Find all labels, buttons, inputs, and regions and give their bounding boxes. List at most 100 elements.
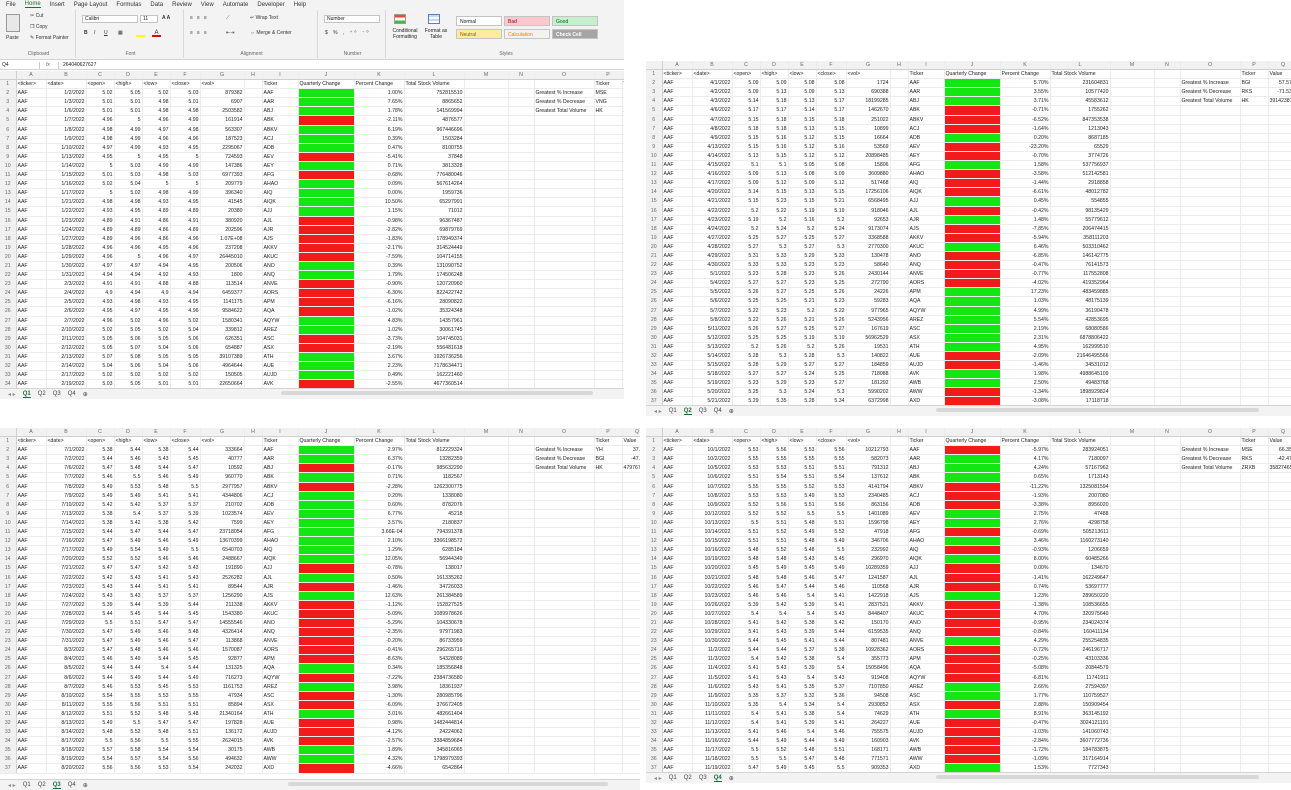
total-volume-cell[interactable]: 56944349: [404, 554, 465, 565]
empty-cell[interactable]: [622, 370, 624, 381]
empty-cell[interactable]: [1240, 224, 1269, 234]
date-cell[interactable]: 7/27/2022: [46, 600, 87, 610]
ticker-cell[interactable]: AAF: [16, 736, 47, 747]
empty-cell[interactable]: [622, 279, 624, 290]
price-cell[interactable]: 690388: [846, 87, 891, 98]
row-header[interactable]: 27: [0, 316, 17, 326]
total-volume-cell[interactable]: 1089978626: [404, 609, 465, 619]
price-cell[interactable]: 4.96: [170, 243, 201, 253]
ticker-cell[interactable]: AAF: [16, 654, 47, 665]
empty-cell[interactable]: [1154, 251, 1181, 262]
summary-ticker-cell[interactable]: AREZ: [908, 315, 945, 325]
price-cell[interactable]: 5.19: [732, 215, 761, 225]
price-cell[interactable]: 5.03: [114, 170, 143, 181]
empty-cell[interactable]: [508, 361, 535, 372]
total-volume-cell[interactable]: 3607772736: [1050, 736, 1111, 747]
empty-cell[interactable]: [1268, 278, 1291, 289]
empty-cell[interactable]: [1268, 527, 1291, 538]
menu-view[interactable]: View: [200, 1, 214, 8]
percent-change-cell[interactable]: -2.57%: [354, 736, 405, 747]
price-cell[interactable]: 5.54: [816, 472, 847, 483]
empty-cell[interactable]: [464, 618, 509, 629]
header-cell[interactable]: <open>: [732, 436, 761, 447]
price-cell[interactable]: 5.04: [170, 325, 201, 335]
price-cell[interactable]: 5.1: [760, 160, 789, 171]
empty-cell[interactable]: [244, 518, 263, 529]
date-cell[interactable]: 10/20/2022: [692, 563, 733, 574]
price-cell[interactable]: 5.22: [732, 306, 761, 316]
ticker-cell[interactable]: AAF: [662, 296, 693, 307]
quarterly-change-cell[interactable]: 0.05: [944, 133, 1001, 143]
total-volume-cell[interactable]: 503310462: [1050, 242, 1111, 252]
price-cell[interactable]: 5.45: [114, 609, 143, 619]
price-cell[interactable]: 654887: [200, 343, 245, 353]
empty-cell[interactable]: [508, 509, 535, 519]
percent-change-cell[interactable]: -1.46%: [354, 582, 405, 592]
empty-cell[interactable]: [1180, 563, 1241, 574]
empty-cell[interactable]: [1268, 736, 1291, 747]
empty-cell[interactable]: [1240, 196, 1269, 207]
price-cell[interactable]: 5.44: [142, 673, 171, 683]
empty-cell[interactable]: [244, 736, 263, 747]
empty-cell[interactable]: [508, 463, 535, 474]
empty-cell[interactable]: [890, 754, 909, 765]
price-cell[interactable]: 5.41: [170, 491, 201, 501]
ticker-cell[interactable]: AAF: [16, 297, 47, 308]
price-cell[interactable]: 5.28: [732, 360, 761, 371]
price-cell[interactable]: 5.02: [86, 179, 115, 190]
empty-cell[interactable]: [534, 718, 595, 729]
empty-cell[interactable]: [464, 472, 509, 483]
percent-change-cell[interactable]: 1.00%: [354, 88, 405, 99]
price-cell[interactable]: 4.99: [114, 143, 143, 153]
column-header-k[interactable]: K: [1000, 428, 1051, 438]
empty-cell[interactable]: [1240, 700, 1269, 710]
date-cell[interactable]: 7/29/2022: [46, 618, 87, 629]
empty-cell[interactable]: [1110, 178, 1155, 189]
total-volume-cell[interactable]: 556481618: [404, 343, 465, 353]
empty-cell[interactable]: [244, 106, 263, 117]
total-volume-cell[interactable]: 231604831: [1050, 78, 1111, 89]
price-cell[interactable]: 5.55: [170, 691, 201, 701]
empty-cell[interactable]: [464, 745, 509, 756]
price-cell[interactable]: 8448407: [846, 609, 891, 619]
percent-change-cell[interactable]: -0.70%: [1000, 151, 1051, 162]
price-cell[interactable]: 4.93: [170, 270, 201, 281]
price-cell[interactable]: 5.02: [86, 370, 115, 381]
price-cell[interactable]: 4.98: [142, 106, 171, 117]
date-cell[interactable]: 5/1/2022: [692, 269, 733, 280]
date-cell[interactable]: 8/5/2022: [46, 663, 87, 674]
price-cell[interactable]: 5.43: [142, 454, 171, 465]
empty-cell[interactable]: [508, 545, 535, 556]
summary-ticker-cell[interactable]: AJS: [908, 591, 945, 601]
price-cell[interactable]: 5.2: [788, 342, 817, 353]
empty-cell[interactable]: [1240, 591, 1269, 601]
empty-cell[interactable]: [890, 324, 909, 334]
empty-cell[interactable]: [508, 206, 535, 217]
price-cell[interactable]: 5.48: [788, 745, 817, 756]
column-header-n[interactable]: N: [1154, 428, 1181, 438]
header-cell[interactable]: <high>: [114, 436, 143, 447]
summary-ticker-cell[interactable]: AAF: [908, 78, 945, 89]
empty-cell[interactable]: [1180, 206, 1241, 216]
price-cell[interactable]: 5.5: [732, 754, 761, 765]
sheet-tab-q3[interactable]: Q3: [698, 775, 707, 781]
total-volume-cell[interactable]: 2384736580: [404, 673, 465, 683]
empty-cell[interactable]: [534, 627, 595, 638]
empty-cell[interactable]: [594, 663, 623, 674]
price-cell[interactable]: 5.02: [142, 88, 171, 99]
orientation-icon[interactable]: ⟋: [226, 15, 230, 21]
empty-cell[interactable]: [1154, 518, 1181, 529]
percent-change-cell[interactable]: -0.68%: [354, 170, 405, 181]
price-cell[interactable]: 5.42: [86, 573, 115, 583]
date-cell[interactable]: 7/23/2022: [46, 582, 87, 592]
total-volume-cell[interactable]: 6285184: [404, 545, 465, 556]
price-cell[interactable]: 5.4: [760, 700, 789, 710]
empty-cell[interactable]: [508, 645, 535, 656]
ticker-cell[interactable]: AAF: [16, 700, 47, 710]
quarterly-change-cell[interactable]: -0.15: [944, 600, 1001, 610]
price-cell[interactable]: 5.09: [732, 169, 761, 180]
date-cell[interactable]: 8/12/2022: [46, 709, 87, 720]
price-cell[interactable]: 184859: [846, 360, 891, 371]
empty-cell[interactable]: [1268, 609, 1291, 619]
empty-cell[interactable]: [594, 673, 623, 683]
